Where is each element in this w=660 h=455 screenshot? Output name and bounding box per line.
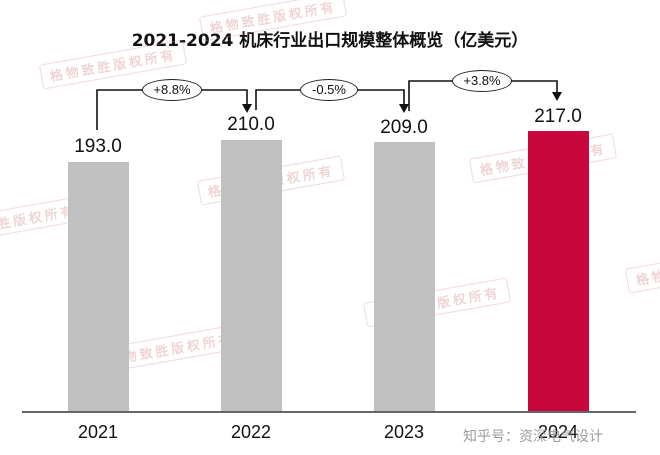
bar-2022 xyxy=(221,140,282,411)
x-axis-line xyxy=(22,411,636,413)
growth-badge-2021-2022: +8.8% xyxy=(142,79,202,101)
growth-badge-2023-2024: +3.8% xyxy=(452,70,512,92)
arrow-down-icon xyxy=(242,92,562,113)
x-label-2022: 2022 xyxy=(230,422,272,442)
growth-badge-2022-2023: -0.5% xyxy=(300,79,358,101)
value-label-2024: 217.0 xyxy=(534,106,582,127)
bar-2021 xyxy=(68,162,129,411)
x-label-2023: 2023 xyxy=(383,422,425,442)
bar-2023 xyxy=(374,142,435,411)
source-watermark: 知乎号：资深电气设计 xyxy=(463,429,603,445)
bar-2024 xyxy=(528,131,589,411)
x-label-2024: 2024 xyxy=(537,422,579,442)
chart-title: 2021-2024 机床行业出口规模整体概览（亿美元） xyxy=(131,31,529,51)
value-label-2023: 209.0 xyxy=(380,117,428,138)
value-label-2022: 210.0 xyxy=(227,114,275,135)
x-label-2021: 2021 xyxy=(77,422,119,442)
value-label-2021: 193.0 xyxy=(74,136,122,157)
